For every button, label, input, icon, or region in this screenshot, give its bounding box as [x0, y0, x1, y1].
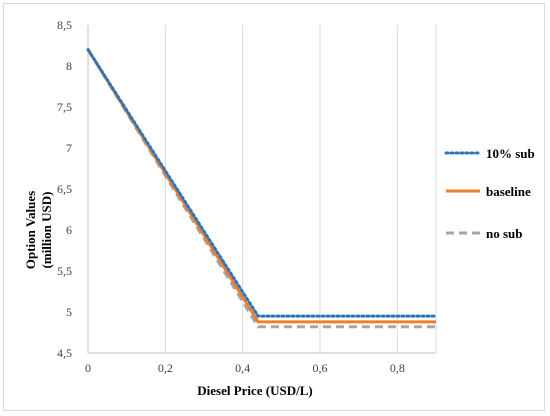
y-axis-title-line-1: Option Values — [23, 191, 38, 269]
series-line-10-sub — [86, 48, 438, 318]
tick-labels: 4,5 5 5,5 6 6,5 7 7,5 8 8,5 0 0,2 0,4 0,6 0,8 — [57, 18, 405, 375]
x-tick-label: 0 — [85, 361, 91, 375]
y-tick-label: 8 — [66, 59, 72, 73]
series-lines — [86, 48, 438, 329]
x-tick-label: 0,6 — [313, 361, 328, 375]
chart-frame — [3, 3, 545, 411]
gridlines — [164, 25, 437, 353]
x-axis-title: Diesel Price (USD/L) — [197, 383, 313, 398]
axes — [87, 25, 436, 354]
y-tick-label: 8,5 — [57, 18, 72, 32]
y-tick-label: 7,5 — [57, 100, 72, 114]
x-tick-label: 0,2 — [158, 361, 173, 375]
legend[interactable]: 10% sub baseline no sub — [444, 146, 535, 241]
legend-label: baseline — [486, 184, 531, 199]
x-tick-label: 0,4 — [235, 361, 250, 375]
series-line-no-sub — [86, 48, 436, 329]
legend-label: 10% sub — [486, 146, 535, 161]
y-axis-title-line-2: (million USD) — [39, 192, 54, 269]
y-tick-label: 6,5 — [57, 182, 72, 196]
series-line-baseline — [86, 48, 436, 324]
y-tick-label: 6 — [66, 223, 72, 237]
x-tick-label: 0,8 — [390, 361, 405, 375]
y-tick-label: 4,5 — [57, 346, 72, 360]
y-tick-label: 5,5 — [57, 264, 72, 278]
y-tick-label: 5 — [66, 305, 72, 319]
legend-label: no sub — [486, 226, 523, 241]
y-tick-label: 7 — [66, 141, 72, 155]
